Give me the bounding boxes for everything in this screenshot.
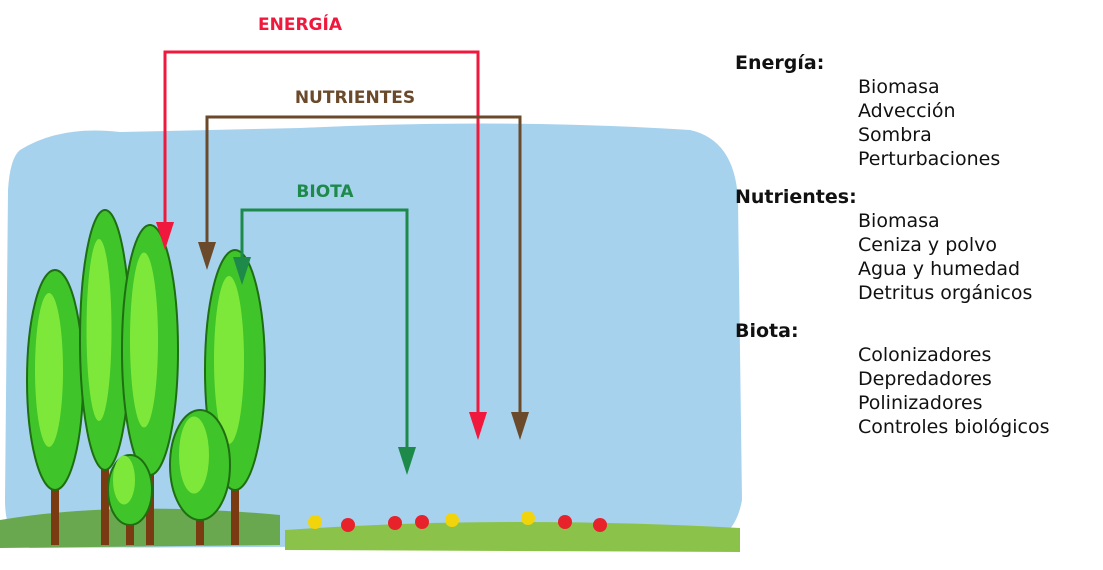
legend-heading: Biota: [735,320,799,342]
tree-highlight [214,276,244,444]
legend-item: Agua y humedad [858,258,1020,280]
legend-item: Biomasa [858,210,940,232]
flower [388,516,402,530]
tree-highlight [35,293,63,447]
arrow-label: NUTRIENTES [295,88,415,108]
legend-item: Depredadores [858,368,992,390]
tree-highlight [130,253,158,428]
tree-highlight [179,417,209,494]
flower [521,511,535,525]
flower [593,518,607,532]
tree-highlight [113,456,135,505]
legend-item: Detritus orgánicos [858,282,1032,304]
legend-item: Ceniza y polvo [858,234,997,256]
legend-heading: Energía: [735,52,824,74]
flower [415,515,429,529]
flower [445,513,459,527]
tree-highlight [87,239,112,421]
legend-item: Controles biológicos [858,416,1049,438]
legend-item: Polinizadores [858,392,983,414]
flower [341,518,355,532]
flower [558,515,572,529]
illustration: ENERGÍANUTRIENTESBIOTAEnergía:BiomasaAdv… [0,0,1103,570]
legend-item: Sombra [858,124,932,146]
legend-item: Perturbaciones [858,148,1000,170]
diagram: ENERGÍANUTRIENTESBIOTAEnergía:BiomasaAdv… [0,0,1103,570]
legend-item: Biomasa [858,76,940,98]
legend-item: Advección [858,100,956,122]
legend-heading: Nutrientes: [735,186,857,208]
arrow-label: BIOTA [296,182,354,202]
flower [308,515,322,529]
arrow-label: ENERGÍA [258,13,343,35]
legend-item: Colonizadores [858,344,991,366]
